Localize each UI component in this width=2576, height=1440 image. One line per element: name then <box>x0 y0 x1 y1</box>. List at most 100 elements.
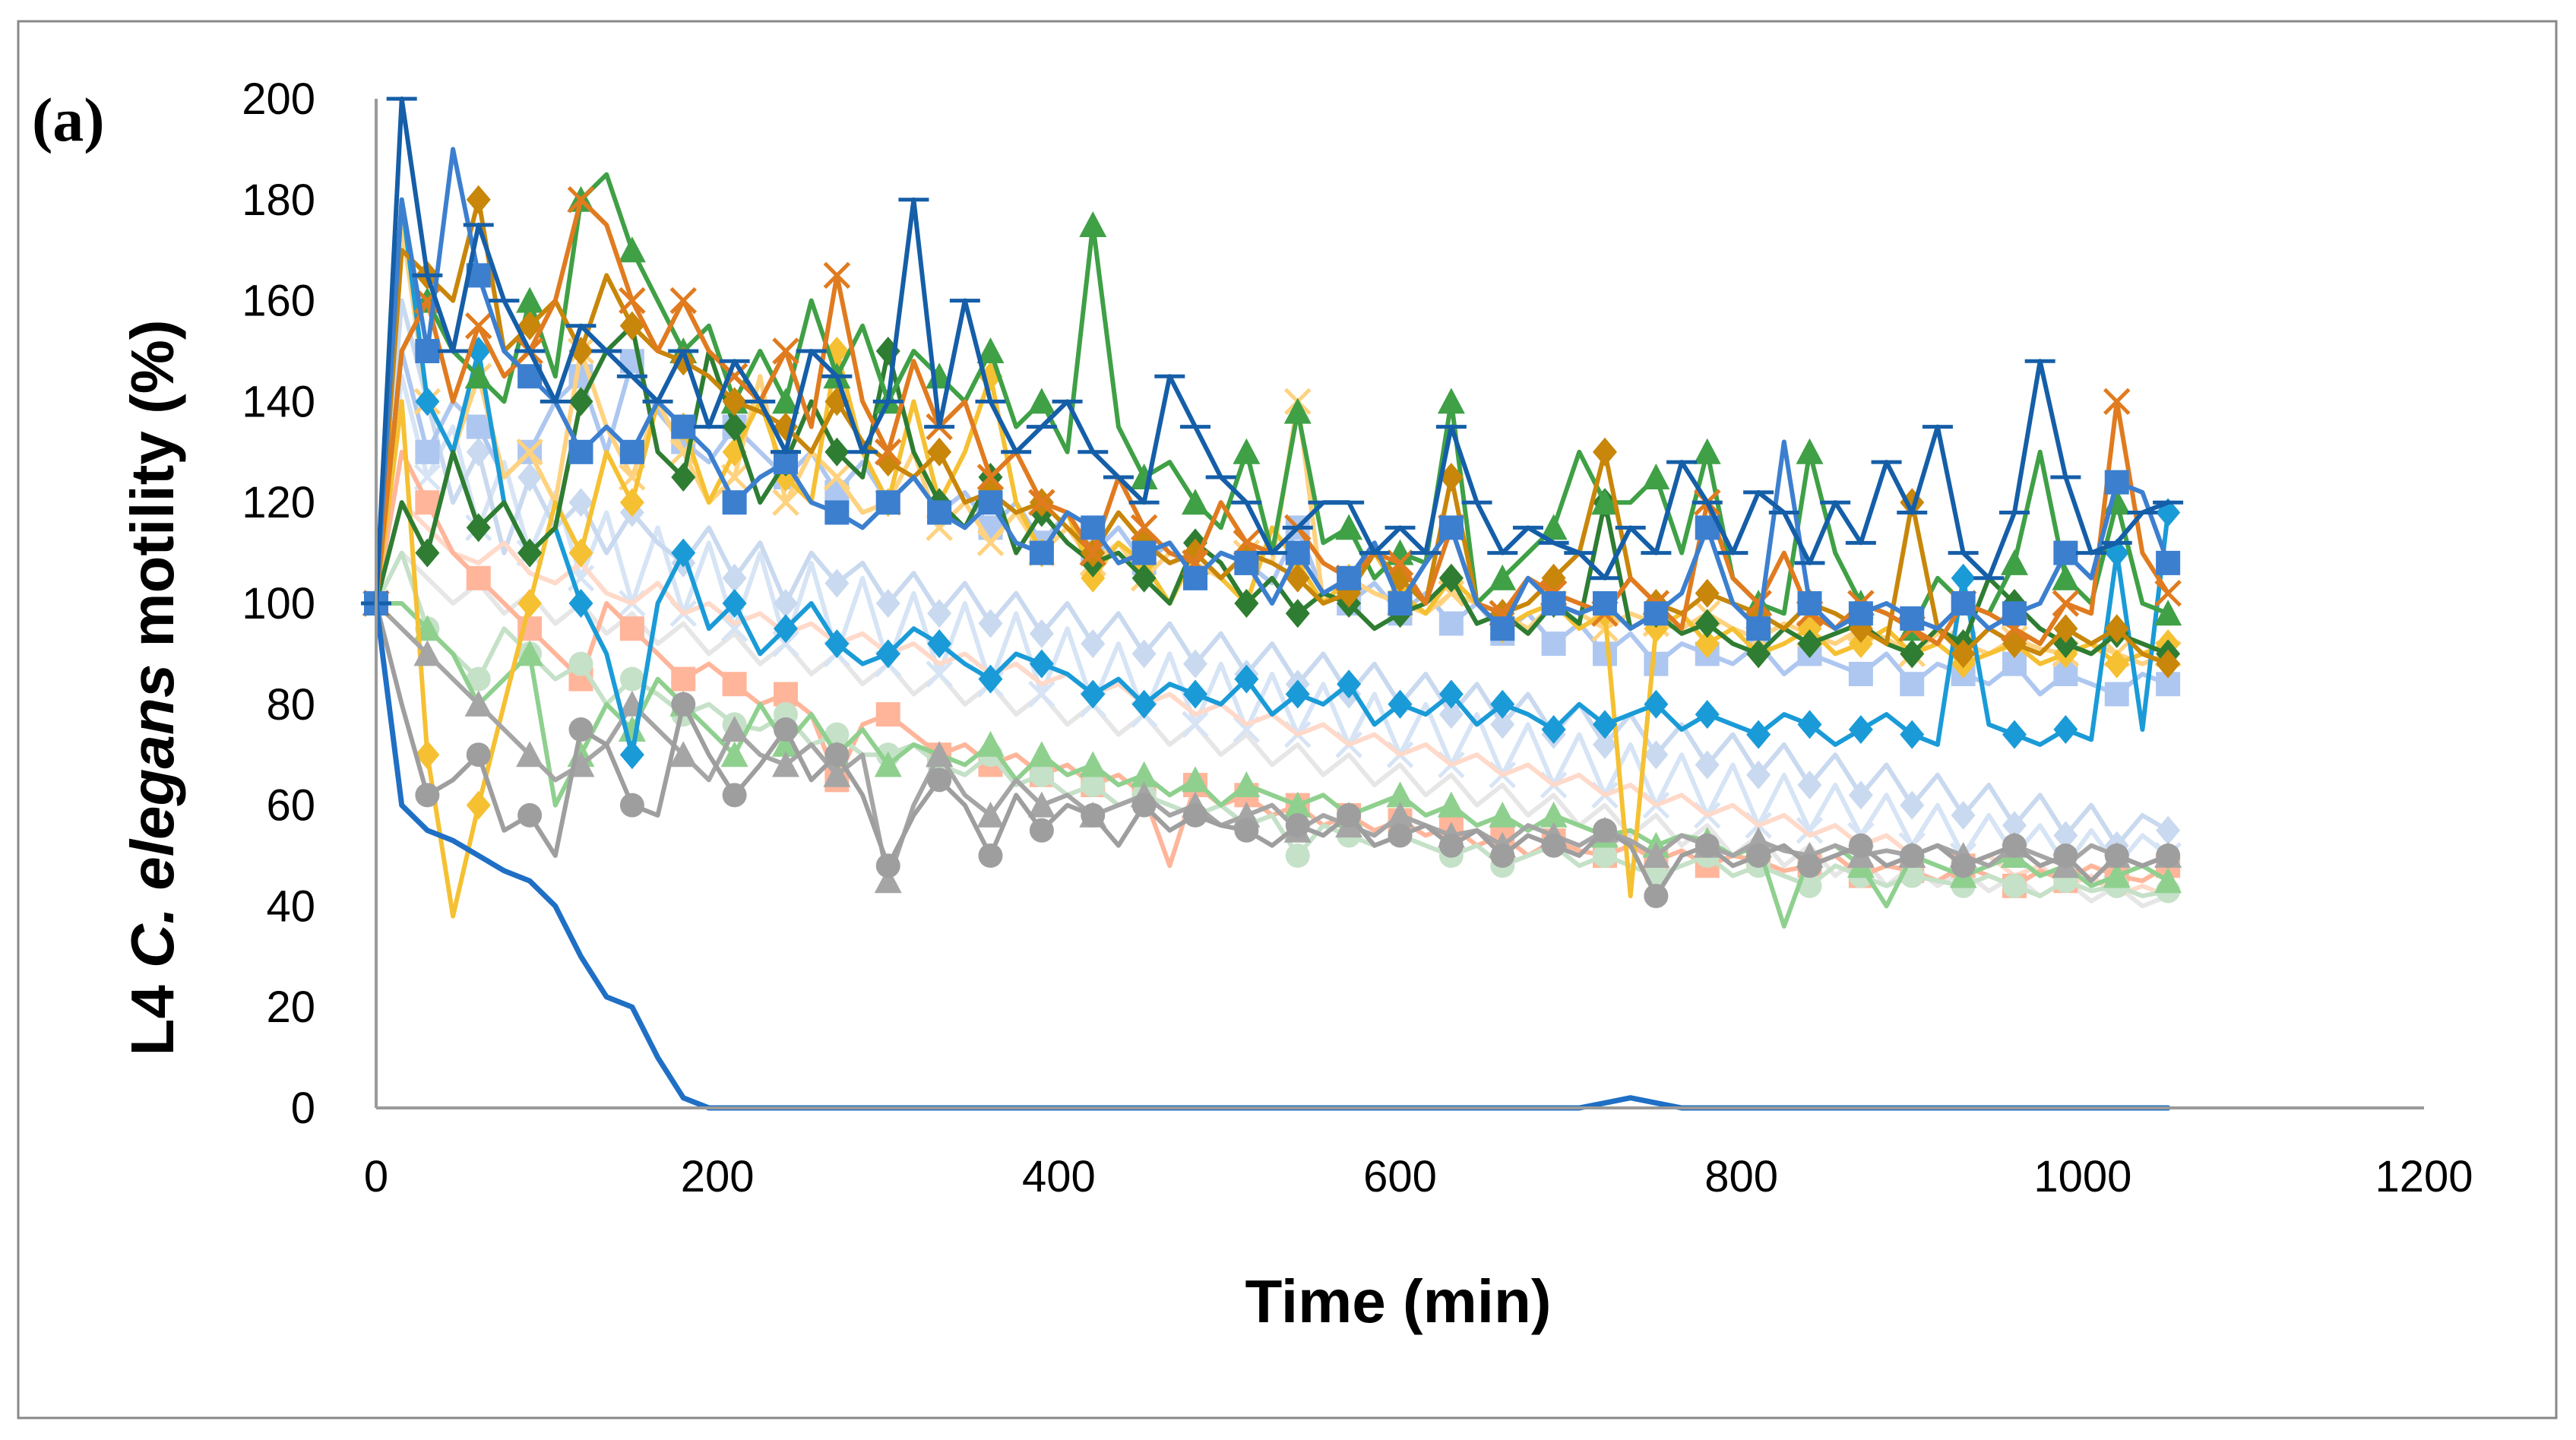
data-point <box>2104 470 2129 495</box>
data-point <box>1540 514 1568 540</box>
data-point <box>2156 815 2181 845</box>
data-point <box>1848 833 1873 858</box>
data-point <box>1081 515 1106 540</box>
data-point <box>824 722 850 747</box>
data-point <box>1746 639 1771 669</box>
data-point <box>722 412 747 441</box>
data-point <box>1337 802 1362 828</box>
data-point <box>516 286 544 313</box>
data-point <box>1386 781 1414 808</box>
data-point <box>1182 489 1209 515</box>
y-tick-label: 160 <box>242 277 315 326</box>
data-point <box>466 790 491 820</box>
data-point <box>774 614 798 644</box>
data-point <box>823 464 851 491</box>
data-point <box>926 660 953 688</box>
data-point <box>1797 853 1822 878</box>
data-point <box>1951 563 1976 593</box>
data-point <box>1490 689 1515 719</box>
y-tick-label: 180 <box>242 176 315 225</box>
data-point <box>1796 817 1824 844</box>
y-axis-title-part-3: motility (%) <box>119 319 186 663</box>
data-point <box>1233 438 1261 464</box>
data-point <box>1746 843 1771 868</box>
data-point <box>1081 802 1106 828</box>
data-point <box>1593 710 1617 739</box>
data-point <box>1900 843 1925 868</box>
data-point <box>1951 591 1976 616</box>
data-point <box>1848 715 1873 744</box>
data-point <box>824 629 850 659</box>
data-point <box>874 751 902 777</box>
data-point <box>824 568 850 598</box>
x-tick-label: 1200 <box>2375 1152 2473 1201</box>
data-point <box>722 563 747 593</box>
data-point <box>1285 679 1310 709</box>
data-point <box>1386 801 1414 828</box>
data-point <box>1848 661 1873 686</box>
data-point <box>464 362 492 389</box>
data-point <box>1081 563 1106 593</box>
series-s7 <box>364 197 2181 770</box>
data-point <box>1746 720 1771 749</box>
data-point <box>1644 740 1669 770</box>
y-tick-label: 140 <box>242 377 315 426</box>
data-point <box>1848 780 1873 810</box>
data-point <box>568 651 593 676</box>
y-tick-label: 60 <box>266 781 315 831</box>
data-point <box>2104 649 2129 679</box>
data-point <box>1745 590 1772 617</box>
data-point <box>1437 791 1465 818</box>
data-point <box>1695 833 1720 858</box>
data-point <box>1489 564 1517 590</box>
data-point <box>1081 773 1106 798</box>
data-point <box>1797 873 1822 898</box>
data-point <box>1848 629 1873 659</box>
data-point <box>415 783 440 808</box>
data-point <box>1234 589 1259 618</box>
data-point <box>464 690 492 717</box>
data-point <box>1079 539 1107 567</box>
data-point <box>772 489 799 516</box>
data-point <box>1285 540 1310 565</box>
data-point <box>2002 873 2027 898</box>
data-point <box>2053 540 2078 565</box>
data-point <box>875 589 900 618</box>
data-point <box>1079 211 1107 237</box>
data-point <box>464 312 492 340</box>
data-point <box>927 437 952 467</box>
data-point <box>669 741 698 767</box>
data-point <box>823 761 851 787</box>
x-axis-title: Time (min) <box>1245 1268 1551 1335</box>
data-point <box>2103 388 2131 416</box>
data-point <box>671 463 696 492</box>
data-point <box>1438 700 1464 729</box>
data-point <box>516 438 543 466</box>
data-point <box>1130 514 1158 542</box>
data-point <box>1642 842 1670 868</box>
data-point <box>1695 750 1720 780</box>
data-point <box>927 599 952 628</box>
data-point <box>1591 489 1619 515</box>
data-point <box>671 414 696 439</box>
data-point <box>720 741 748 767</box>
y-tick-label: 20 <box>266 983 315 1032</box>
data-point <box>1900 672 1925 697</box>
data-point <box>2104 682 2129 707</box>
data-point <box>2053 614 2078 644</box>
data-point <box>466 185 491 214</box>
data-point <box>1283 791 1312 818</box>
data-point <box>2104 614 2129 644</box>
data-point <box>978 843 1003 868</box>
data-point <box>976 529 1005 557</box>
data-point <box>1490 616 1515 641</box>
data-point <box>2154 579 2182 607</box>
data-point <box>1438 515 1464 540</box>
data-point <box>466 437 491 467</box>
data-point <box>1183 679 1207 709</box>
data-point <box>1540 801 1568 828</box>
data-point <box>722 387 747 416</box>
data-point <box>466 414 491 439</box>
data-point <box>1746 760 1771 790</box>
